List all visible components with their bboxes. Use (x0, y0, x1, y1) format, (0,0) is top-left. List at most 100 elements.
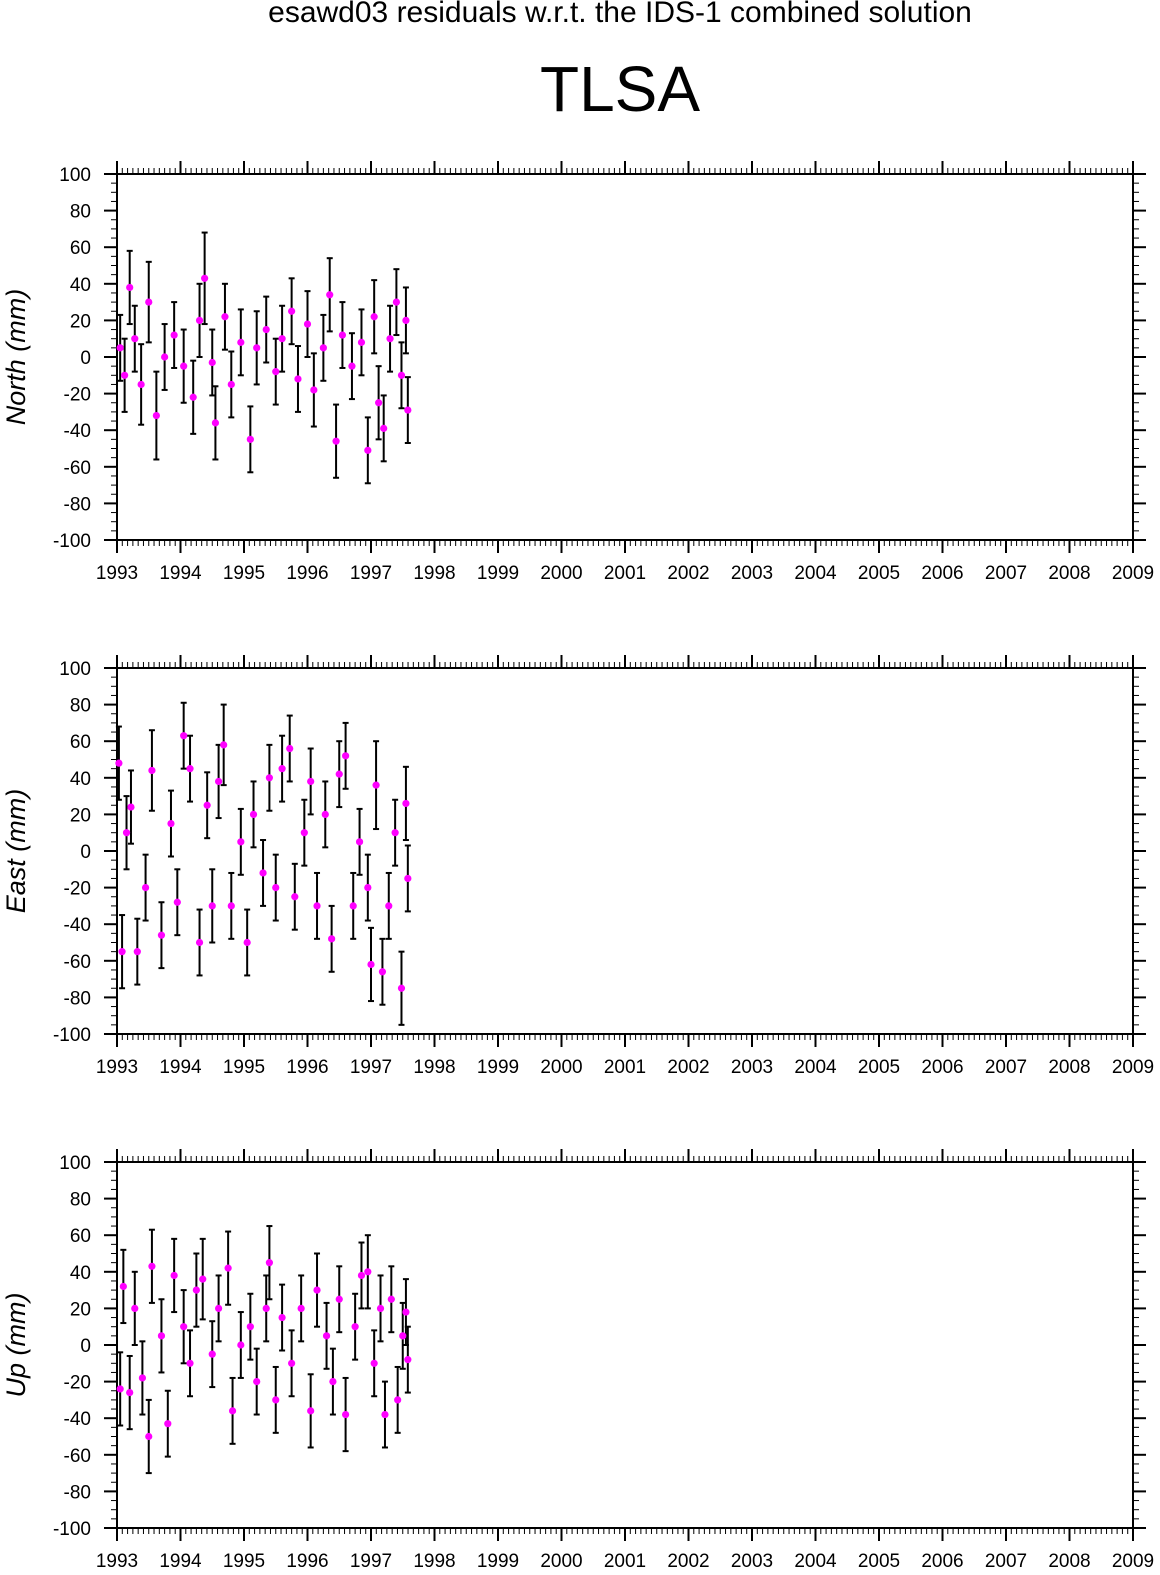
y-tick-label: -40 (64, 915, 91, 936)
y-tick-label: 40 (70, 769, 91, 790)
y-tick-label: 80 (70, 202, 91, 223)
data-point (397, 984, 406, 992)
data-point (385, 902, 393, 910)
data-point (265, 1259, 273, 1267)
data-point (364, 446, 372, 454)
x-tick-label: 1994 (159, 1057, 202, 1078)
data-point (402, 1308, 410, 1316)
data-point (243, 938, 251, 947)
x-tick-label: 2003 (731, 563, 773, 584)
x-tick-label: 2002 (667, 1551, 709, 1572)
data-point (131, 335, 139, 343)
data-point (313, 1286, 321, 1294)
y-tick-label: -40 (64, 421, 91, 442)
x-tick-label: 1993 (96, 1551, 138, 1572)
x-tick-label: 1997 (350, 563, 392, 584)
data-point (121, 371, 129, 379)
data-point (119, 1282, 127, 1291)
data-point (249, 810, 258, 819)
data-point (157, 931, 166, 939)
x-tick-label: 2004 (794, 563, 837, 584)
data-point (357, 338, 366, 346)
data-point (391, 829, 399, 837)
y-tick-label: -20 (64, 879, 91, 900)
data-point (259, 869, 267, 877)
data-point (326, 291, 334, 299)
data-point (227, 380, 235, 389)
chart-panel-2: 1993 1994 1995 1996 1997 1998 1999 2000 2001 2002… (1, 655, 1154, 1078)
data-point (310, 386, 318, 394)
y-tick-label: -40 (64, 1409, 91, 1430)
data-point (118, 948, 126, 956)
y-tick-label: 80 (70, 1190, 91, 1211)
data-point (291, 893, 299, 901)
data-point (272, 884, 280, 892)
data-point (372, 781, 380, 789)
x-tick-label: 2001 (604, 1057, 646, 1078)
data-point (237, 838, 245, 846)
data-point (186, 1359, 194, 1367)
x-tick-label: 2007 (985, 1551, 1027, 1572)
data-point (203, 801, 211, 809)
data-point (164, 1420, 172, 1428)
data-point (116, 1385, 124, 1393)
data-point (286, 744, 294, 753)
data-point (370, 1359, 378, 1367)
data-point (332, 437, 340, 445)
data-point (246, 435, 254, 443)
data-point (328, 935, 336, 943)
x-tick-label: 1998 (413, 1057, 455, 1078)
data-point (357, 1271, 366, 1280)
x-tick-label: 1998 (413, 563, 455, 584)
x-tick-label: 1994 (159, 1551, 202, 1572)
data-point (148, 766, 156, 775)
y-tick-label: -80 (64, 494, 91, 515)
data-point (349, 902, 357, 910)
x-tick-label: 1997 (350, 1057, 392, 1078)
data-point (278, 765, 286, 773)
x-tick-label: 2008 (1048, 1551, 1090, 1572)
data-point (265, 774, 273, 782)
data-point (208, 902, 216, 910)
data-point (122, 829, 131, 837)
x-tick-label: 1996 (286, 1057, 328, 1078)
x-tick-label: 1998 (413, 1551, 455, 1572)
data-point (288, 307, 296, 315)
data-point (262, 325, 270, 334)
data-point (367, 960, 375, 969)
x-tick-label: 2009 (1112, 563, 1154, 584)
x-tick-label: 2009 (1112, 1057, 1154, 1078)
data-point (355, 838, 364, 846)
data-point (376, 1304, 385, 1312)
data-point (399, 1332, 407, 1340)
data-point (381, 1410, 389, 1419)
x-tick-label: 2009 (1112, 1551, 1154, 1572)
y-tick-label: 0 (80, 348, 91, 369)
data-point (145, 1432, 153, 1441)
data-point (237, 1341, 245, 1349)
data-point (116, 344, 124, 352)
x-tick-label: 1997 (350, 1551, 392, 1572)
data-point (208, 358, 216, 367)
data-point (199, 1275, 207, 1283)
y-tick-label: 60 (70, 238, 91, 259)
chart-panel-3: 1993 1994 1995 1996 1997 1998 1999 2000 2001 2002… (1, 1149, 1154, 1572)
x-tick-label: 2001 (604, 563, 646, 584)
data-point (221, 313, 229, 321)
data-point (115, 759, 123, 767)
data-point (133, 948, 141, 956)
data-point (335, 770, 343, 778)
plot-frame (116, 1161, 1134, 1529)
x-tick-label: 1999 (477, 1057, 519, 1078)
data-point (380, 424, 388, 432)
data-point (253, 344, 261, 352)
y-tick-label: 60 (70, 1226, 91, 1247)
figure-title: TLSA (539, 53, 701, 125)
x-tick-label: 1996 (286, 1551, 328, 1572)
data-point (201, 274, 209, 282)
data-point (180, 362, 188, 370)
y-tick-label: -100 (53, 531, 91, 552)
x-tick-label: 2003 (731, 1057, 773, 1078)
data-point (126, 1388, 134, 1397)
y-tick-label: -60 (64, 1446, 91, 1467)
